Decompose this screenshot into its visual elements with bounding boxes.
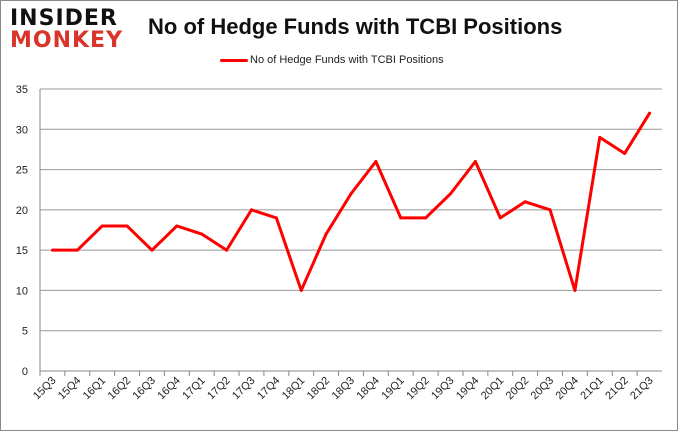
x-tick-label: 18Q3 (330, 375, 358, 403)
data-point (299, 288, 303, 292)
legend: No of Hedge Funds with TCBI Positions (220, 54, 444, 66)
data-point (324, 232, 328, 236)
y-tick-label: 0 (22, 366, 28, 378)
y-tick-label: 35 (16, 84, 28, 96)
y-tick-label: 30 (16, 124, 28, 136)
x-tick-label: 17Q3 (230, 375, 258, 403)
data-point (125, 224, 129, 228)
data-point (473, 160, 477, 164)
data-point (274, 216, 278, 220)
x-tick-label: 21Q2 (603, 375, 631, 403)
data-point (623, 151, 627, 155)
data-point (399, 216, 403, 220)
x-tick-label: 21Q1 (578, 375, 606, 403)
x-tick-label: 16Q1 (81, 375, 109, 403)
data-point (75, 248, 79, 252)
y-tick-label: 25 (16, 165, 28, 177)
data-point (648, 111, 652, 115)
data-point (374, 160, 378, 164)
data-point (200, 232, 204, 236)
chart-title: No of Hedge Funds with TCBI Positions (148, 14, 563, 39)
x-tick-label: 18Q1 (280, 375, 308, 403)
data-point (523, 200, 527, 204)
x-tick-label: 20Q1 (479, 375, 507, 403)
logo-line2: MONKEY (10, 28, 124, 53)
x-tick-label: 16Q3 (131, 375, 159, 403)
series-line (52, 112, 651, 292)
legend-label: No of Hedge Funds with TCBI Positions (250, 54, 444, 66)
logo-line1: INSIDER (10, 6, 118, 31)
x-tick-label: 15Q3 (31, 375, 59, 403)
x-tick-label: 20Q2 (504, 375, 532, 403)
insider-monkey-logo: INSIDER MONKEY (10, 8, 123, 52)
x-tick-label: 16Q2 (106, 375, 134, 403)
x-tick-label: 19Q1 (379, 375, 407, 403)
data-point (548, 208, 552, 212)
x-tick-label: 15Q4 (56, 375, 84, 403)
x-tick-label: 16Q4 (155, 375, 183, 403)
data-point (349, 192, 353, 196)
x-tick-label: 17Q4 (255, 375, 283, 403)
data-point (249, 208, 253, 212)
x-tick-label: 20Q4 (554, 375, 582, 403)
x-tick-label: 19Q4 (454, 375, 482, 403)
data-point (598, 135, 602, 139)
data-point (573, 288, 577, 292)
data-point (225, 248, 229, 252)
x-tick-label: 21Q3 (628, 375, 656, 403)
data-point (150, 248, 154, 252)
data-point (50, 248, 54, 252)
legend-swatch (220, 58, 248, 62)
data-point (424, 216, 428, 220)
data-point (449, 192, 453, 196)
data-point (175, 224, 179, 228)
y-tick-label: 5 (22, 326, 28, 338)
x-tick-label: 18Q4 (354, 375, 382, 403)
x-tick-label: 17Q2 (205, 375, 233, 403)
data-point (498, 216, 502, 220)
x-tick-label: 20Q3 (529, 375, 557, 403)
x-tick-label: 18Q2 (305, 375, 333, 403)
x-tick-label: 17Q1 (180, 375, 208, 403)
y-tick-label: 10 (16, 285, 28, 297)
x-tick-label: 19Q3 (429, 375, 457, 403)
y-tick-label: 15 (16, 245, 28, 257)
y-tick-label: 20 (16, 205, 28, 217)
data-point (100, 224, 104, 228)
x-tick-label: 19Q2 (404, 375, 432, 403)
